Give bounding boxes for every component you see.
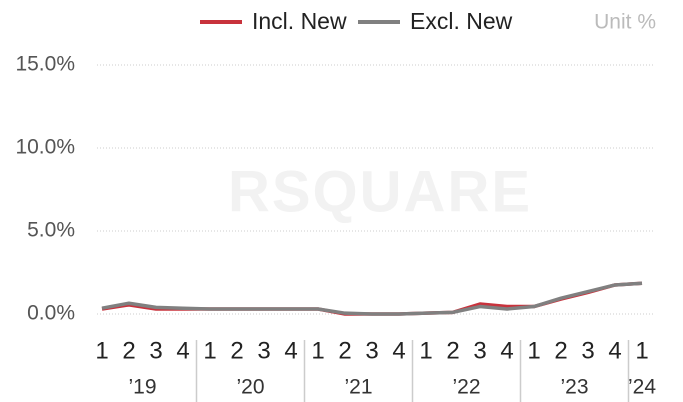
watermark: RSQUARE	[228, 159, 532, 224]
legend-label: Excl. New	[410, 8, 513, 34]
x-tick-label: 4	[608, 337, 621, 364]
x-tick-label: 1	[311, 337, 324, 364]
x-tick-label: 3	[149, 337, 162, 364]
y-tick-label: 0.0%	[27, 302, 75, 325]
x-tick-label: 1	[203, 337, 216, 364]
year-label: ’19	[128, 376, 156, 399]
x-tick-label: 2	[554, 337, 567, 364]
series-line	[101, 281, 643, 316]
x-tick-label: 3	[365, 337, 378, 364]
x-tick-label: 4	[176, 337, 189, 364]
x-tick-label: 4	[500, 337, 513, 364]
y-tick-label: 10.0%	[15, 136, 75, 159]
x-tick-label: 2	[338, 337, 351, 364]
x-tick-label: 3	[257, 337, 270, 364]
x-tick-label: 2	[122, 337, 135, 364]
legend-label: Incl. New	[252, 8, 347, 34]
x-tick-label: 4	[284, 337, 297, 364]
year-label: ’22	[452, 376, 480, 399]
x-tick-label: 1	[527, 337, 540, 364]
year-label: ’23	[560, 376, 588, 399]
year-label: ’21	[344, 376, 372, 399]
x-tick-label: 1	[95, 337, 108, 364]
y-tick-label: 15.0%	[15, 53, 75, 76]
y-tick-label: 5.0%	[27, 219, 75, 242]
year-label: ’20	[236, 376, 264, 399]
unit-label: Unit %	[594, 11, 656, 34]
x-tick-label: 1	[419, 337, 432, 364]
x-tick-label: 2	[230, 337, 243, 364]
x-tick-label: 3	[473, 337, 486, 364]
x-tick-label: 4	[392, 337, 405, 364]
x-tick-label: 1	[635, 337, 648, 364]
x-tick-label: 2	[446, 337, 459, 364]
year-label: ’24	[628, 376, 656, 399]
x-tick-label: 3	[581, 337, 594, 364]
